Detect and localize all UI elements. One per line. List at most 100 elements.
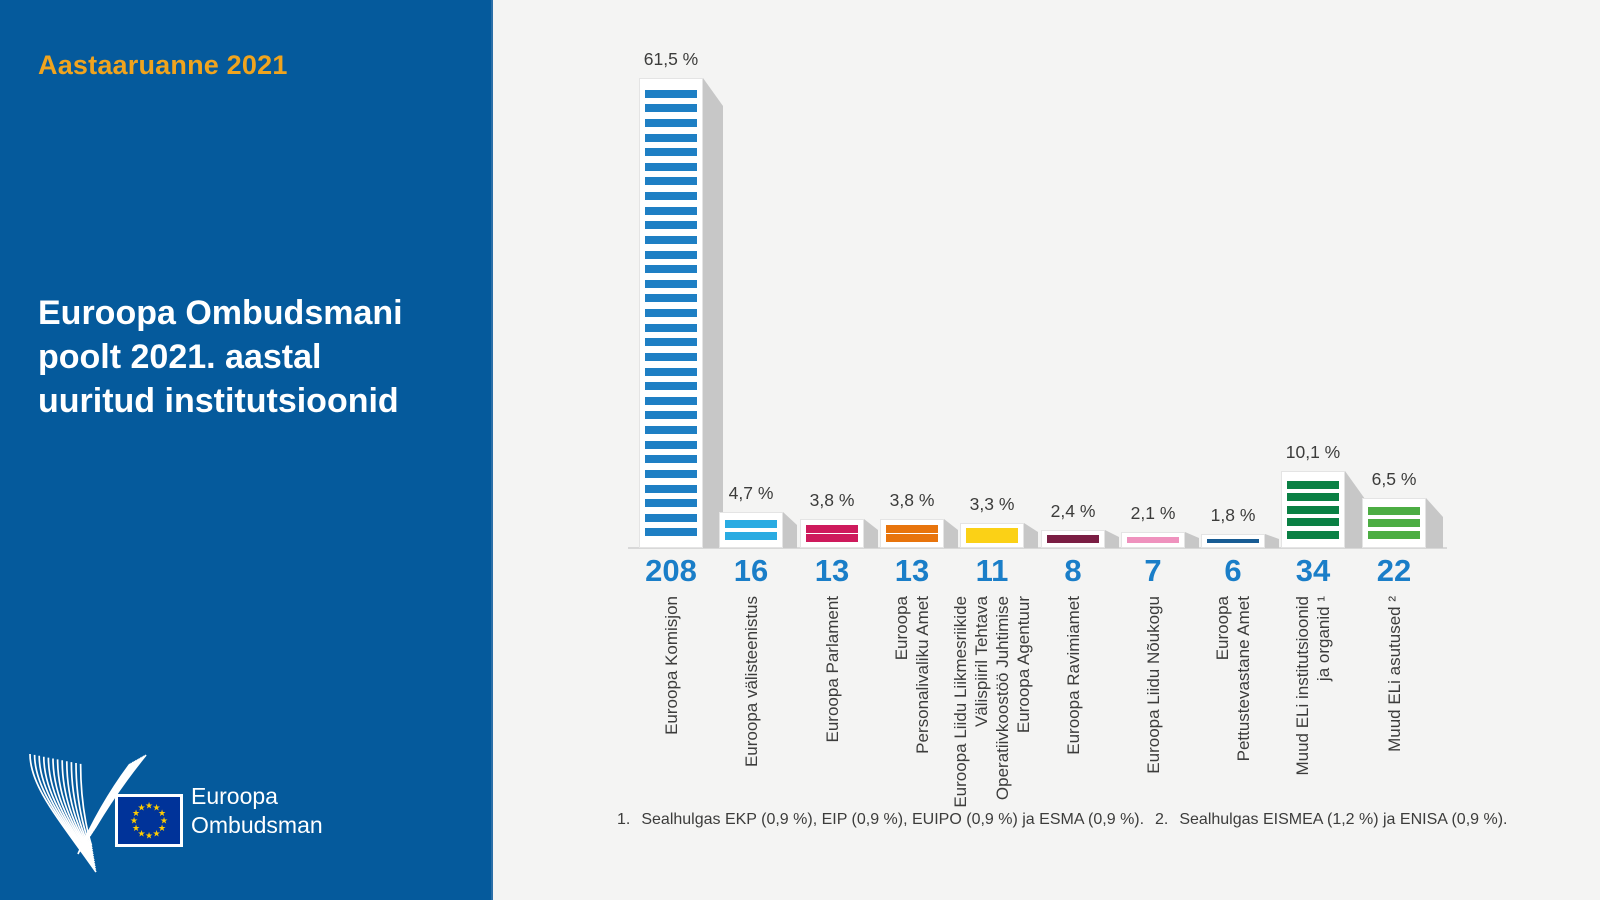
bar-shadow xyxy=(944,519,958,548)
value-label: 22 xyxy=(1376,553,1412,588)
bar-stripe xyxy=(645,250,697,259)
x-axis-label-line: Muud ELi institutsioonid xyxy=(1293,596,1312,776)
value-label: 34 xyxy=(1295,553,1331,588)
svg-text:★: ★ xyxy=(132,823,140,833)
bar xyxy=(1362,498,1426,548)
bar-stripe xyxy=(645,148,697,157)
eu-flag-icon: ★ ★ ★ ★ ★ ★ ★ ★ ★ ★ ★ ★ xyxy=(115,794,183,847)
value-label: 6 xyxy=(1224,553,1242,588)
bar-stripe xyxy=(645,396,697,405)
percent-label: 3,3 % xyxy=(969,494,1015,514)
svg-text:★: ★ xyxy=(152,829,160,839)
report-year-label: Aastaaruanne 2021 xyxy=(38,50,288,80)
svg-text:★: ★ xyxy=(145,801,153,811)
bar xyxy=(1201,534,1265,548)
bar-stripe xyxy=(645,177,697,186)
bar-stripe xyxy=(645,499,697,508)
footnote-number: 2. xyxy=(1155,811,1169,828)
bar-stripe xyxy=(1127,537,1179,543)
bar-stripe xyxy=(645,133,697,142)
bar-stripe xyxy=(1287,518,1339,526)
svg-text:★: ★ xyxy=(132,808,140,818)
percent-label: 3,8 % xyxy=(809,490,855,510)
footnote-number: 1. xyxy=(617,811,631,828)
svg-text:★: ★ xyxy=(130,816,138,826)
bar-stripe xyxy=(645,235,697,244)
bar-stripe xyxy=(1368,519,1420,527)
bar-stripe-pattern xyxy=(1127,537,1179,543)
bar-stripe xyxy=(645,279,697,288)
ombudsman-logo-wordmark: Euroopa Ombudsman xyxy=(191,782,323,840)
bar-stripe xyxy=(645,513,697,522)
percent-label: 3,8 % xyxy=(889,490,935,510)
logo-text-line: Ombudsman xyxy=(191,812,323,838)
bar-shadow xyxy=(1105,530,1119,548)
bar-shadow xyxy=(1185,532,1199,548)
bar-stripe xyxy=(645,206,697,215)
bar-stripe xyxy=(966,535,1018,543)
x-axis-label-text: Euroopa Komisjon xyxy=(661,596,682,808)
x-axis-label-line: Operatiivkoostöö Juhtimise xyxy=(993,596,1012,801)
bar-stripe xyxy=(1287,480,1339,489)
footnote-2: 2. Sealhulgas EISMEA (1,2 %) ja ENISA (0,… xyxy=(1155,811,1508,829)
x-axis-label-line: Euroopa Agentuur xyxy=(1014,596,1033,734)
bar-shadow xyxy=(864,519,878,548)
bar-stripe xyxy=(645,484,697,493)
bar-shadow xyxy=(1024,523,1038,548)
bar-stripe xyxy=(645,104,697,113)
bar-stripe-pattern xyxy=(886,524,938,543)
bar-stripe-pattern xyxy=(1287,476,1339,543)
bar xyxy=(1041,530,1105,548)
x-axis-label-line: Euroopa xyxy=(892,596,911,661)
bar-stripe xyxy=(645,469,697,478)
bar-stripe xyxy=(725,520,777,529)
svg-text:★: ★ xyxy=(160,816,168,826)
bar-stripe xyxy=(806,525,858,533)
bar-stripe xyxy=(645,338,697,347)
bar-stripe xyxy=(645,367,697,376)
bar-stripe xyxy=(806,534,858,542)
x-axis-label-text: Euroopa Personalivaliku Amet xyxy=(891,596,933,808)
svg-text:★: ★ xyxy=(158,823,166,833)
bar-stripe xyxy=(645,382,697,391)
bar-stripe xyxy=(1287,493,1339,501)
bar-stripe xyxy=(645,309,697,317)
bar xyxy=(880,519,944,548)
bar-stripe xyxy=(645,294,697,303)
bar-stripe-pattern xyxy=(645,83,697,543)
bar-stripe xyxy=(645,411,697,420)
bar-stripe xyxy=(1047,535,1099,543)
bar-shadow xyxy=(1265,534,1279,548)
value-label: 13 xyxy=(814,553,850,588)
percent-label: 2,1 % xyxy=(1130,503,1176,523)
bar-stripe xyxy=(645,440,697,449)
x-axis-label-line: Euroopa Komisjon xyxy=(661,596,681,735)
bar xyxy=(800,519,864,548)
x-axis-label-text: Euroopa Ravimiamet xyxy=(1063,596,1084,808)
bar-shadow xyxy=(703,78,723,548)
x-axis-label-line: Euroopa Ravimiamet xyxy=(1063,596,1083,755)
x-axis-label-line: Euroopa Liidu Nõukogu xyxy=(1143,596,1163,774)
bar xyxy=(1281,471,1345,548)
bar-stripe xyxy=(725,531,777,540)
sidebar: Aastaaruanne 2021 Euroopa Ombudsmani poo… xyxy=(0,0,493,900)
bar-stripe xyxy=(645,221,697,230)
bar-stripe xyxy=(645,528,697,537)
percent-label: 10,1 % xyxy=(1285,442,1341,462)
chart-baseline xyxy=(628,547,1447,549)
bar-shadow xyxy=(1426,498,1443,548)
footnote-text: Sealhulgas EISMEA (1,2 %) ja ENISA (0,9 … xyxy=(1179,811,1508,828)
bar-shadow xyxy=(783,512,797,548)
x-axis-label-line: ja organid ¹ xyxy=(1314,596,1333,682)
x-axis-label-text: Euroopa Pettustevastane Amet xyxy=(1212,596,1254,808)
page-title-line: poolt 2021. aastal xyxy=(38,338,322,376)
ombudsman-bird-icon xyxy=(26,738,160,884)
svg-text:★: ★ xyxy=(152,803,160,813)
bar-stripe xyxy=(1287,505,1339,514)
bar-stripe-pattern xyxy=(966,528,1018,543)
bar-stripe xyxy=(1287,530,1339,539)
bar-stripe xyxy=(645,352,697,361)
bar-stripe xyxy=(966,528,1018,536)
